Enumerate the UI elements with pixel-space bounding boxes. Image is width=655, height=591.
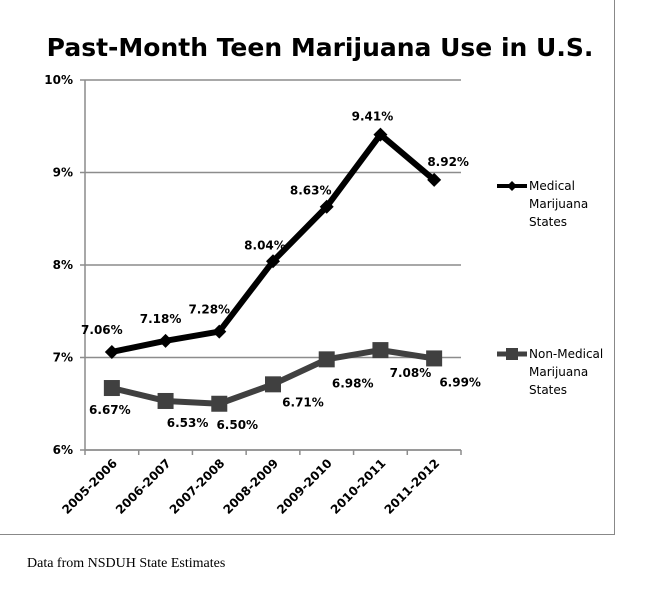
data-point-medical (373, 127, 388, 142)
y-tick-label: 10% (44, 73, 73, 87)
source-note: Data from NSDUH State Estimates (27, 556, 226, 571)
x-tick-label: 2007-2008 (167, 456, 228, 517)
data-point-medical (266, 254, 280, 269)
data-label-non-medical: 6.71% (282, 395, 324, 409)
y-tick-label: 6% (53, 443, 73, 457)
line-chart: Past-Month Teen Marijuana Use in U.S. 6%… (44, 33, 603, 517)
data-label-non-medical: 6.98% (332, 376, 374, 390)
data-label-non-medical: 6.53% (167, 416, 209, 430)
series-lines (103, 127, 443, 412)
data-point-medical (212, 324, 227, 339)
data-point-medical (104, 344, 119, 359)
data-point-medical (319, 199, 334, 214)
x-tick-label: 2010-2011 (328, 456, 389, 517)
data-label-non-medical: 6.67% (89, 403, 131, 417)
data-point-non-medical (372, 342, 389, 359)
legend-label-non-medical: Marijuana (529, 365, 588, 379)
legend-label-medical: Medical (529, 179, 575, 193)
chart-title: Past-Month Teen Marijuana Use in U.S. (47, 33, 594, 62)
data-point-medical (427, 172, 442, 187)
data-point-non-medical (318, 351, 335, 368)
axes: 6%7%8%9%10%2005-20062006-20072007-200820… (44, 73, 462, 517)
legend-label-medical: Marijuana (529, 197, 588, 211)
data-label-non-medical: 7.08% (390, 366, 432, 380)
data-label-medical: 9.41% (352, 110, 394, 124)
data-point-non-medical (265, 376, 281, 393)
x-tick-label: 2005-2006 (59, 456, 120, 517)
data-label-medical: 7.28% (188, 303, 230, 317)
y-tick-label: 9% (53, 166, 73, 180)
data-point-medical (158, 333, 173, 348)
legend: Medical Marijuana States Non-Medical Marijua… (497, 179, 603, 397)
data-labels: 7.06% 7.18% 7.28% 8.04% 8.63% 9.41% 8.92% 6.67%… (81, 110, 481, 432)
y-tick-label: 7% (53, 351, 73, 365)
y-tick-label: 8% (53, 258, 73, 272)
chart-frame: Past-Month Teen Marijuana Use in U.S. 6%… (0, 0, 615, 535)
x-tick-label: 2008-2009 (220, 456, 281, 517)
data-label-non-medical: 6.99% (439, 375, 481, 389)
x-tick-label: 2011-2012 (382, 456, 443, 517)
data-point-non-medical (211, 395, 228, 412)
data-label-non-medical: 6.50% (216, 418, 258, 432)
x-tick-label: 2006-2007 (113, 456, 174, 517)
data-point-non-medical (103, 380, 120, 397)
data-point-non-medical (157, 392, 174, 409)
data-point-non-medical (426, 350, 443, 367)
legend-label-medical: States (529, 215, 567, 229)
legend-label-non-medical: Non-Medical (529, 347, 603, 361)
data-label-medical: 8.92% (427, 155, 469, 169)
data-label-medical: 8.63% (290, 184, 332, 198)
data-label-medical: 8.04% (244, 238, 286, 252)
legend-marker-medical (507, 181, 517, 191)
x-tick-label: 2009-2010 (274, 456, 335, 517)
data-label-medical: 7.18% (140, 312, 182, 326)
legend-label-non-medical: States (529, 383, 567, 397)
legend-marker-non-medical (506, 348, 518, 360)
data-label-medical: 7.06% (81, 323, 123, 337)
